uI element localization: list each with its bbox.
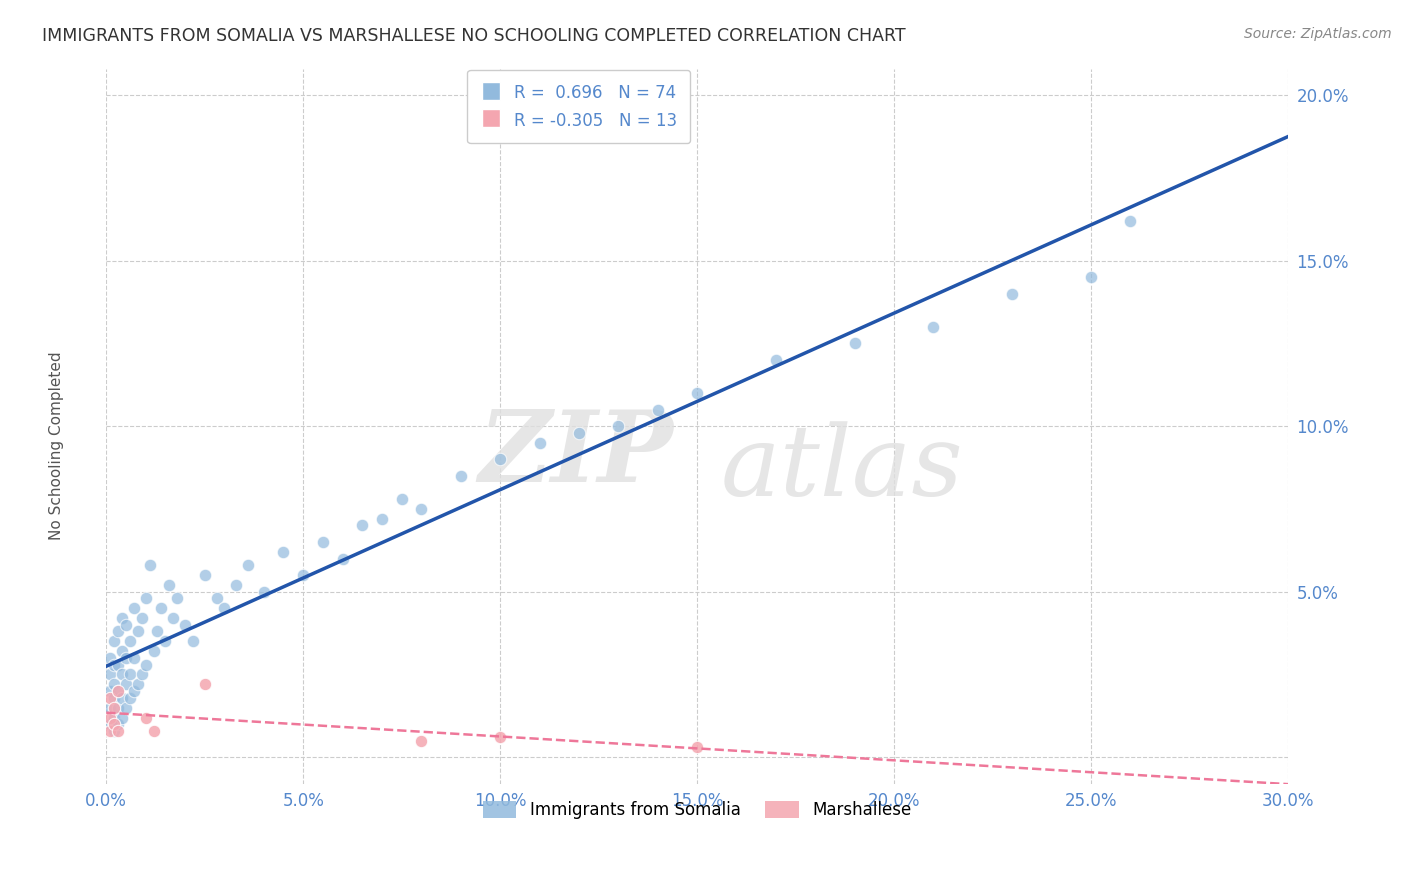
Point: [122, 651, 145, 665]
Point: [98, 684, 121, 698]
Point: [118, 634, 141, 648]
Point: [391, 491, 413, 506]
Point: [115, 617, 138, 632]
Point: [127, 677, 149, 691]
Point: [450, 468, 472, 483]
Point: [98, 667, 121, 681]
Point: [236, 558, 259, 573]
Point: [142, 723, 165, 738]
Point: [686, 386, 709, 401]
Point: [107, 684, 129, 698]
Point: [205, 591, 228, 606]
Point: [844, 336, 866, 351]
Point: [103, 700, 125, 714]
Point: [98, 700, 121, 714]
Point: [181, 634, 204, 648]
Point: [122, 601, 145, 615]
Point: [1080, 270, 1102, 285]
Point: [135, 657, 157, 672]
Point: [107, 723, 129, 738]
Point: [118, 690, 141, 705]
Point: [607, 419, 630, 434]
Point: [98, 710, 121, 724]
Point: [107, 717, 129, 731]
Text: atlas: atlas: [721, 421, 963, 516]
Text: No Schooling Completed: No Schooling Completed: [49, 351, 63, 541]
Point: [107, 624, 129, 639]
Point: [107, 700, 129, 714]
Point: [1119, 214, 1142, 228]
Point: [138, 558, 160, 573]
Point: [103, 723, 125, 738]
Point: [111, 710, 134, 724]
Point: [131, 611, 153, 625]
Text: Source: ZipAtlas.com: Source: ZipAtlas.com: [1244, 27, 1392, 41]
Point: [489, 452, 512, 467]
Point: [155, 634, 177, 648]
Point: [765, 352, 787, 367]
Point: [371, 512, 394, 526]
Point: [103, 690, 125, 705]
Point: [253, 584, 276, 599]
Point: [127, 624, 149, 639]
Point: [111, 611, 134, 625]
Point: [98, 690, 121, 705]
Point: [166, 591, 188, 606]
Point: [103, 634, 125, 648]
Point: [135, 710, 157, 724]
Point: [111, 644, 134, 658]
Point: [98, 723, 121, 738]
Text: ZIP: ZIP: [478, 407, 673, 503]
Point: [225, 578, 247, 592]
Point: [122, 684, 145, 698]
Point: [103, 710, 125, 724]
Point: [103, 677, 125, 691]
Point: [115, 677, 138, 691]
Point: [352, 518, 374, 533]
Point: [332, 551, 354, 566]
Point: [214, 601, 236, 615]
Legend: Immigrants from Somalia, Marshallese: Immigrants from Somalia, Marshallese: [477, 794, 918, 825]
Point: [150, 601, 173, 615]
Point: [174, 617, 197, 632]
Point: [103, 657, 125, 672]
Text: IMMIGRANTS FROM SOMALIA VS MARSHALLESE NO SCHOOLING COMPLETED CORRELATION CHART: IMMIGRANTS FROM SOMALIA VS MARSHALLESE N…: [42, 27, 905, 45]
Point: [111, 690, 134, 705]
Point: [194, 677, 217, 691]
Point: [411, 502, 433, 516]
Point: [142, 644, 165, 658]
Point: [135, 591, 157, 606]
Point: [107, 657, 129, 672]
Point: [529, 435, 551, 450]
Point: [107, 684, 129, 698]
Point: [146, 624, 169, 639]
Point: [162, 611, 184, 625]
Point: [118, 667, 141, 681]
Point: [411, 733, 433, 747]
Point: [922, 319, 945, 334]
Point: [98, 651, 121, 665]
Point: [98, 717, 121, 731]
Point: [292, 568, 315, 582]
Point: [194, 568, 217, 582]
Point: [273, 545, 295, 559]
Point: [568, 425, 591, 440]
Point: [103, 717, 125, 731]
Point: [157, 578, 180, 592]
Point: [1001, 286, 1024, 301]
Point: [686, 740, 709, 755]
Point: [115, 651, 138, 665]
Point: [115, 700, 138, 714]
Point: [489, 731, 512, 745]
Point: [111, 667, 134, 681]
Point: [647, 402, 669, 417]
Point: [131, 667, 153, 681]
Point: [312, 535, 335, 549]
